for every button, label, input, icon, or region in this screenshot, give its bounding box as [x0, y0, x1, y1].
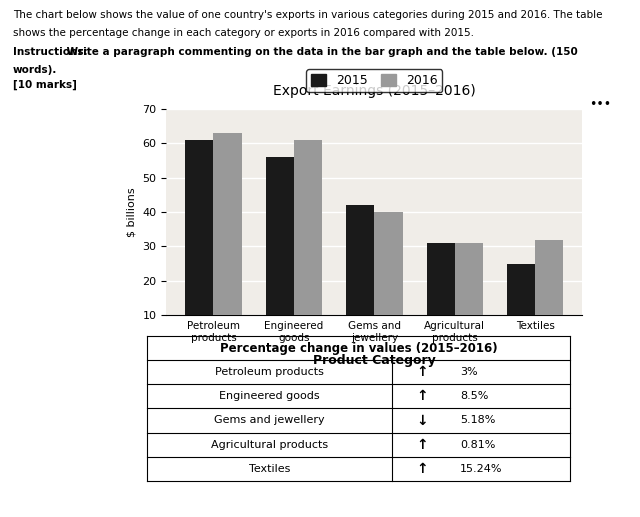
Text: ↓: ↓	[416, 414, 428, 428]
Text: ↑: ↑	[416, 462, 428, 476]
Bar	[346, 205, 374, 350]
Text: 15.24%: 15.24%	[460, 464, 502, 474]
Bar	[427, 243, 455, 350]
Text: 8.5%: 8.5%	[460, 391, 488, 401]
Text: Gems and jewellery: Gems and jewellery	[214, 416, 325, 425]
Text: Petroleum products: Petroleum products	[215, 367, 324, 377]
Bar	[507, 264, 535, 350]
Y-axis label: $ billions: $ billions	[127, 187, 137, 237]
Text: Engineered goods: Engineered goods	[220, 391, 320, 401]
Text: ↑: ↑	[416, 437, 428, 452]
Bar	[266, 157, 294, 350]
Text: The chart below shows the value of one country's exports in various categories d: The chart below shows the value of one c…	[13, 10, 602, 20]
Text: ↑: ↑	[416, 365, 428, 379]
Text: Percentage change in values (2015–2016): Percentage change in values (2015–2016)	[220, 342, 497, 355]
Bar	[455, 243, 483, 350]
Text: ↑: ↑	[416, 389, 428, 403]
Text: Textiles: Textiles	[249, 464, 291, 474]
Bar	[374, 212, 403, 350]
Bar	[294, 140, 322, 350]
Bar	[535, 239, 563, 350]
Text: Agricultural products: Agricultural products	[211, 439, 328, 450]
Text: [10 marks]: [10 marks]	[13, 80, 77, 90]
Title: Export Earnings (2015–2016): Export Earnings (2015–2016)	[273, 84, 476, 98]
Text: 5.18%: 5.18%	[460, 416, 495, 425]
Text: 0.81%: 0.81%	[460, 439, 495, 450]
Bar	[186, 140, 214, 350]
Text: 3%: 3%	[460, 367, 477, 377]
X-axis label: Product Category: Product Category	[313, 354, 436, 367]
Text: Write a paragraph commenting on the data in the bar graph and the table below. (: Write a paragraph commenting on the data…	[63, 47, 577, 56]
Text: shows the percentage change in each category or exports in 2016 compared with 20: shows the percentage change in each cate…	[13, 28, 474, 38]
Text: words).: words).	[13, 65, 57, 74]
Legend: 2015, 2016: 2015, 2016	[307, 69, 442, 93]
Bar	[214, 133, 242, 350]
Text: Instructions:: Instructions:	[13, 47, 88, 56]
Text: •••: •••	[589, 98, 611, 111]
